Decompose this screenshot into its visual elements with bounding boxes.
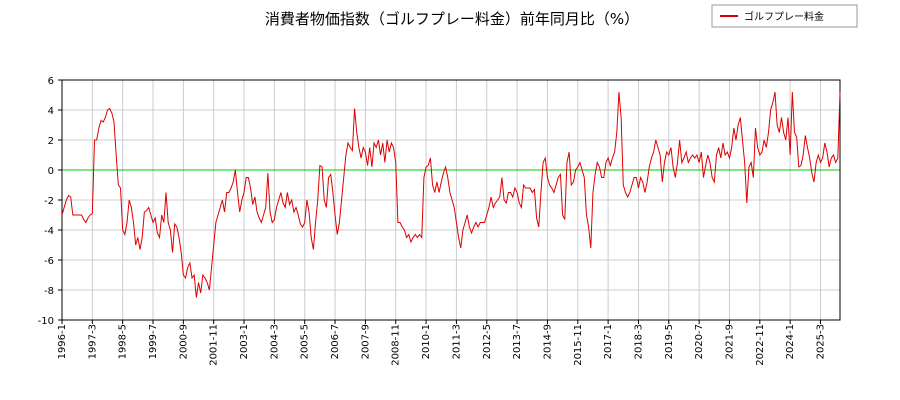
x-tick-label: 1998-5 xyxy=(118,324,129,359)
x-tick-label: 2000-9 xyxy=(178,324,189,359)
series-line xyxy=(61,91,841,298)
x-tick-label: 2003-1 xyxy=(239,324,250,359)
x-tick-label: 2017-1 xyxy=(603,324,614,359)
x-tick-label: 2012-5 xyxy=(482,324,493,359)
x-tick-label: 2019-5 xyxy=(664,324,675,359)
y-tick-label: 4 xyxy=(48,106,54,117)
x-tick-label: 2021-9 xyxy=(724,324,735,359)
x-tick-label: 1999-7 xyxy=(148,324,159,359)
x-tick-label: 2004-3 xyxy=(269,324,280,359)
legend-box xyxy=(711,4,858,28)
x-tick-label: 2014-9 xyxy=(542,324,553,359)
x-tick-label: 2015-11 xyxy=(573,324,584,366)
x-tick-label: 2025-3 xyxy=(815,324,826,359)
x-tick-label: 2018-3 xyxy=(633,324,644,359)
legend-label: ゴルフプレー料金 xyxy=(744,10,824,23)
x-tick-label: 2010-1 xyxy=(421,324,432,359)
x-tick-label: 2008-11 xyxy=(391,324,402,366)
x-tick-label: 1996-1 xyxy=(57,324,68,359)
legend: ゴルフプレー料金 xyxy=(711,4,858,28)
x-tick-label: 2013-7 xyxy=(512,324,523,359)
plot-frame xyxy=(61,79,841,321)
y-tick-label: -2 xyxy=(44,196,54,207)
x-tick-label: 2001-11 xyxy=(209,324,220,366)
x-tick-label: 2006-7 xyxy=(330,324,341,359)
x-tick-label: 2022-11 xyxy=(755,324,766,366)
x-tick-label: 2011-3 xyxy=(451,324,462,359)
x-tick-label: 2007-9 xyxy=(360,324,371,359)
x-tick-label: 2020-7 xyxy=(694,324,705,359)
x-tick-label: 2024-1 xyxy=(785,324,796,359)
x-tick-label: 1997-3 xyxy=(87,324,98,359)
x-tick-label: 2005-5 xyxy=(300,324,311,359)
y-tick-label: -6 xyxy=(44,256,54,267)
y-tick-label: 6 xyxy=(48,76,54,87)
y-tick-label: -4 xyxy=(44,226,54,237)
y-tick-label: 0 xyxy=(48,166,54,177)
y-tick-label: -8 xyxy=(44,286,54,297)
y-tick-label: -10 xyxy=(38,316,54,327)
chart-title: 消費者物価指数（ゴルフプレー料金）前年同月比（%） xyxy=(265,10,639,28)
y-tick-label: 2 xyxy=(48,136,54,147)
